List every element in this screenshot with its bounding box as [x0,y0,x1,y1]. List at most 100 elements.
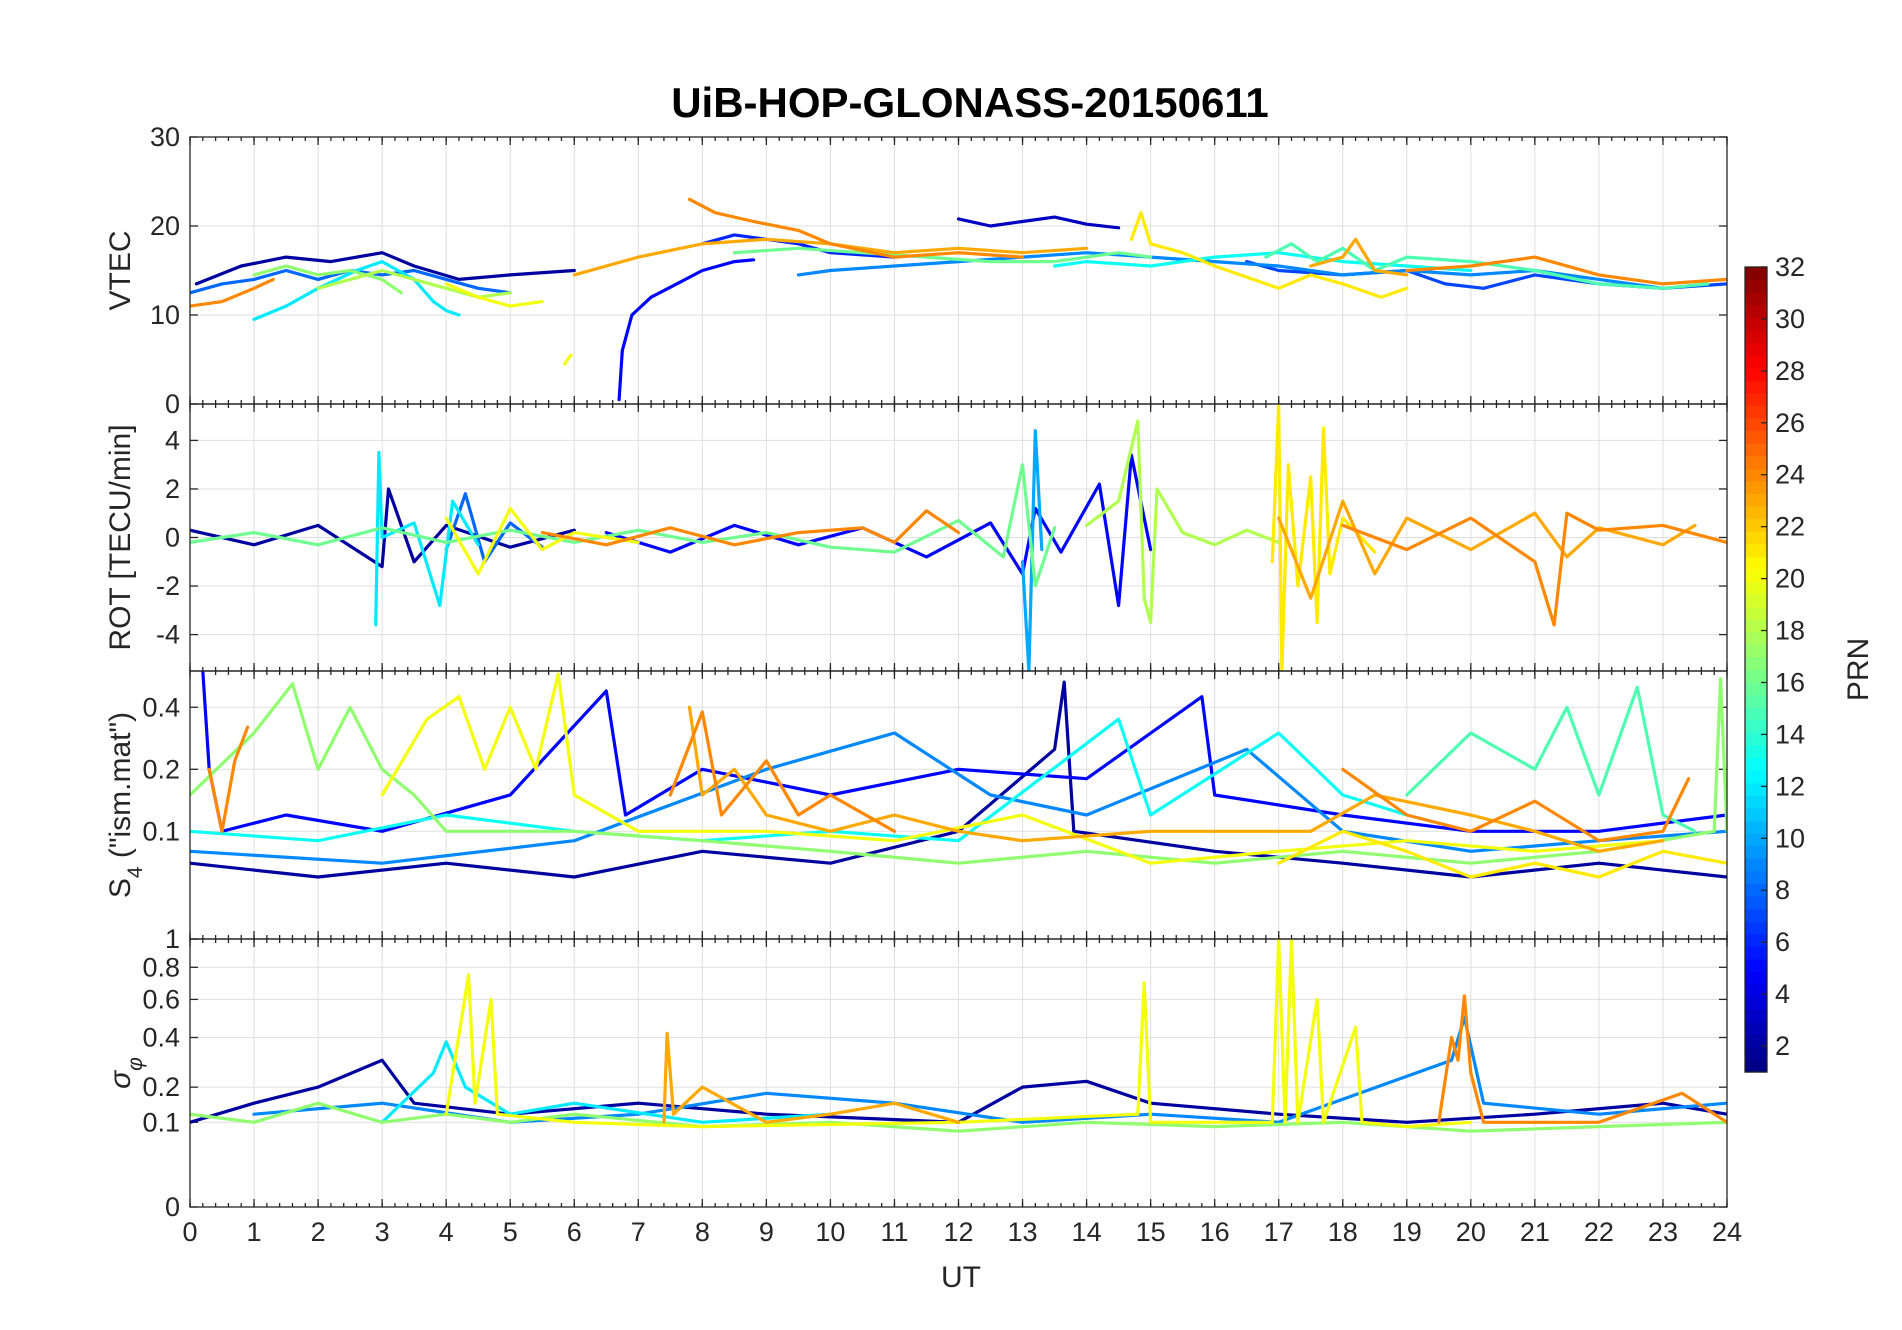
colorbar-tick-label: 30 [1775,304,1805,334]
colorbar-segment [1745,669,1767,683]
x-tick-label: 16 [1200,1217,1230,1247]
x-tick-label: 12 [943,1217,973,1247]
colorbar-segment [1745,405,1767,419]
x-tick-label: 24 [1712,1217,1742,1247]
colorbar-segment [1745,694,1767,708]
series-line-prn-24 [540,509,961,547]
y-tick-label: -2 [156,571,180,601]
y-tick-label: 10 [150,300,180,330]
x-tick-label: 13 [1008,1217,1038,1247]
colorbar-segment [1745,380,1767,394]
x-tick-label: 2 [311,1217,326,1247]
y-tick-label: 0.4 [142,692,180,722]
x-tick-label: 9 [759,1217,774,1247]
series-line-prn-13 [190,717,1409,843]
panel-vtec: 0 10 20 30 VTEC [104,122,1728,419]
chart-title: UiB-HOP-GLONASS-20150611 [671,79,1269,126]
colorbar-segment [1745,342,1767,356]
colorbar-segment [1745,329,1767,344]
colorbar-segment [1745,1021,1767,1035]
series-line-prn-16 [732,246,1153,264]
colorbar-segment [1745,392,1767,406]
colorbar-segment [1745,430,1767,444]
series-line-prn-20 [563,353,573,366]
colorbar-segment [1745,279,1767,293]
series-line-prn-17 [252,264,403,295]
series-line-prn-23 [1309,237,1409,277]
x-tick-label: 0 [182,1217,197,1247]
y-tick-label: 0.4 [142,1023,180,1053]
colorbar-segment [1745,1059,1767,1073]
series-line-prn-20 [444,506,640,576]
colorbar-segment [1745,971,1767,985]
colorbar-segment [1745,531,1767,545]
y-axis-label: S4 ("ism.mat") [104,712,147,898]
colorbar-tick-label: 12 [1775,771,1805,801]
colorbar-segment [1745,833,1767,847]
colorbar-segment [1745,556,1767,570]
colorbar-segment [1745,543,1767,557]
colorbar-segment [1745,417,1767,432]
y-tick-label: 0.2 [142,754,180,784]
colorbar-segment [1745,870,1767,884]
colorbar-segment [1745,845,1767,859]
series-line-prn-17 [190,677,1727,865]
x-tick-label: 22 [1584,1217,1614,1247]
y-tick-label: 2 [165,474,180,504]
traces-rot [190,404,1727,671]
x-tick-label: 23 [1648,1217,1678,1247]
colorbar-segment [1745,770,1767,784]
series-line-prn-5 [201,671,1727,833]
y-tick-label: 0.8 [142,952,180,982]
y-tick-label: 0.1 [142,816,180,846]
y-axis-label: ROT [TECU/min] [104,424,137,650]
series-line-prn-9 [190,731,1727,865]
series-line-prn-16 [190,463,1057,588]
colorbar-segment [1745,933,1767,947]
colorbar-segment [1745,782,1767,796]
x-tick-label: 4 [439,1217,454,1247]
colorbar-segment [1745,908,1767,922]
x-axis-label: UT [941,1261,981,1294]
colorbar-segment [1745,493,1767,507]
colorbar-segment [1745,443,1767,457]
series-line-prn-2 [194,251,576,286]
colorbar-tick-label: 22 [1775,512,1805,542]
colorbar-label: PRN [1842,638,1875,701]
colorbar-tick-label: 24 [1775,460,1805,490]
series-line-prn-20 [380,672,1665,865]
x-tick-label: 11 [880,1217,908,1247]
x-tick-label: 15 [1136,1217,1166,1247]
colorbar-segment [1745,958,1767,972]
colorbar-tick-label: 8 [1775,875,1790,905]
colorbar-segment [1745,946,1767,960]
colorbar-segment [1745,631,1767,645]
colorbar-segment [1745,468,1767,482]
colorbar-tick-label: 26 [1775,408,1805,438]
series-line-prn-21 [1277,829,1727,879]
colorbar-segment [1745,744,1767,759]
series-line-prn-24 [668,710,897,833]
x-tick-label: 14 [1072,1217,1102,1247]
series-line-prn-24 [1437,994,1727,1124]
x-tick-label: 21 [1520,1217,1550,1247]
colorbar-segment [1745,304,1767,318]
series-line-prn-13 [1053,251,1473,273]
x-tick-label: 20 [1456,1217,1486,1247]
series-line-prn-24 [1405,255,1727,286]
series-line-prn-20 [444,939,1473,1129]
colorbar-segment [1745,619,1767,633]
x-tick-label: 8 [695,1217,710,1247]
colorbar-segment [1745,895,1767,910]
series-line-prn-5 [617,258,756,402]
panel-frame [189,938,1728,1208]
y-tick-label: 0.2 [142,1072,180,1102]
y-tick-label: -4 [156,620,180,650]
panel-s4: 0.1 0.2 0.4S4 ("ism.mat") [104,670,1728,940]
x-tick-label: 3 [375,1217,390,1247]
series-line-prn-24 [1341,511,1727,627]
colorbar-segment [1745,807,1767,822]
colorbar-tick-label: 28 [1775,356,1805,386]
